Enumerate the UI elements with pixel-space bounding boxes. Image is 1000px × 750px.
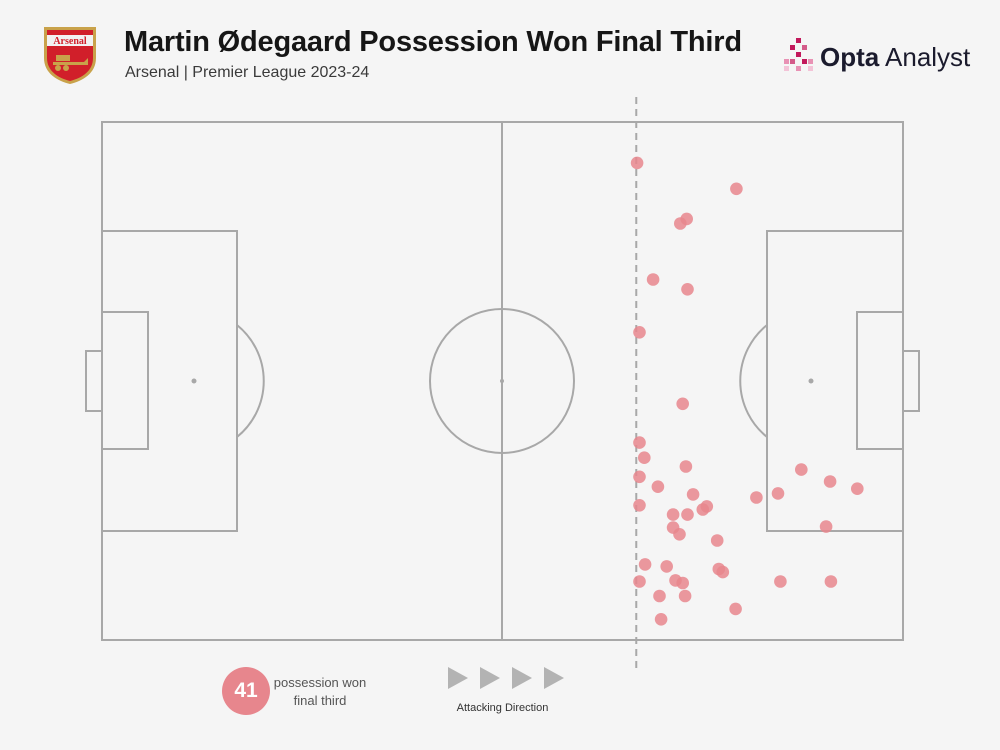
left-penalty-arc — [236, 324, 265, 438]
data-points — [630, 156, 864, 626]
arrow-icon — [448, 667, 468, 689]
possession-won-point — [771, 487, 785, 500]
arrow-icon — [544, 667, 564, 689]
possession-won-point — [681, 283, 694, 296]
possession-won-point — [653, 589, 666, 603]
possession-won-point — [851, 482, 864, 496]
possession-won-point — [679, 460, 693, 473]
left-six-yard-box — [101, 311, 149, 450]
possession-won-point — [633, 575, 646, 588]
chart-subtitle: Arsenal | Premier League 2023-24 — [125, 64, 370, 81]
centre-spot — [500, 379, 504, 383]
chart-title: Martin Ødegaard Possession Won Final Thi… — [124, 26, 742, 58]
possession-won-point — [654, 613, 668, 626]
possession-won-point — [681, 508, 694, 521]
possession-won-point — [630, 156, 644, 170]
possession-won-point — [710, 534, 724, 547]
possession-won-point — [676, 576, 689, 590]
possession-won-point — [660, 560, 673, 573]
possession-won-point — [795, 463, 808, 476]
possession-won-point — [633, 470, 646, 484]
possession-won-point — [676, 397, 689, 411]
possession-won-point — [633, 499, 646, 512]
right-goal — [902, 350, 920, 412]
possession-won-point — [633, 326, 646, 339]
centre-circle — [429, 308, 575, 454]
right-penalty-box — [766, 230, 904, 532]
right-penalty-spot — [808, 378, 814, 384]
possession-won-point — [678, 589, 692, 603]
possession-won-point — [633, 436, 646, 449]
crest-text: Arsenal — [53, 36, 87, 47]
total-count-label: possession won final third — [273, 675, 367, 708]
possession-won-point — [638, 451, 651, 465]
possession-won-point — [716, 565, 730, 579]
possession-won-point — [750, 491, 763, 504]
left-penalty-spot — [191, 378, 197, 384]
arsenal-crest-logo: Arsenal — [44, 27, 96, 84]
possession-won-point — [730, 182, 743, 196]
total-count-badge: 41 — [222, 667, 270, 715]
arrow-icon — [480, 667, 500, 689]
possession-won-point — [696, 503, 710, 516]
arrow-icon — [512, 667, 532, 689]
opta-pixel-icon — [784, 38, 813, 71]
possession-won-point — [686, 488, 700, 501]
pitch-spots — [191, 378, 814, 384]
possession-won-point — [819, 520, 833, 533]
possession-won-point — [824, 575, 838, 588]
possession-won-point — [729, 602, 742, 616]
possession-won-point — [674, 217, 687, 230]
right-six-yard-box — [856, 311, 904, 450]
brand-bold: Opta — [820, 42, 880, 72]
left-goal — [85, 350, 103, 412]
possession-won-point — [646, 273, 660, 286]
brand-light: Analyst — [879, 42, 971, 72]
possession-won-point — [638, 558, 652, 571]
left-penalty-box — [101, 230, 238, 532]
attacking-direction-label: Attacking Direction — [456, 702, 549, 714]
possession-won-point — [673, 528, 686, 541]
possession-won-point — [823, 475, 837, 488]
possession-won-point — [666, 508, 680, 521]
possession-won-point — [651, 480, 665, 494]
right-penalty-arc — [739, 324, 768, 438]
attacking-direction-arrows — [448, 667, 564, 689]
opta-analyst-logo: Opta Analyst — [782, 36, 982, 76]
possession-won-point — [774, 575, 787, 588]
